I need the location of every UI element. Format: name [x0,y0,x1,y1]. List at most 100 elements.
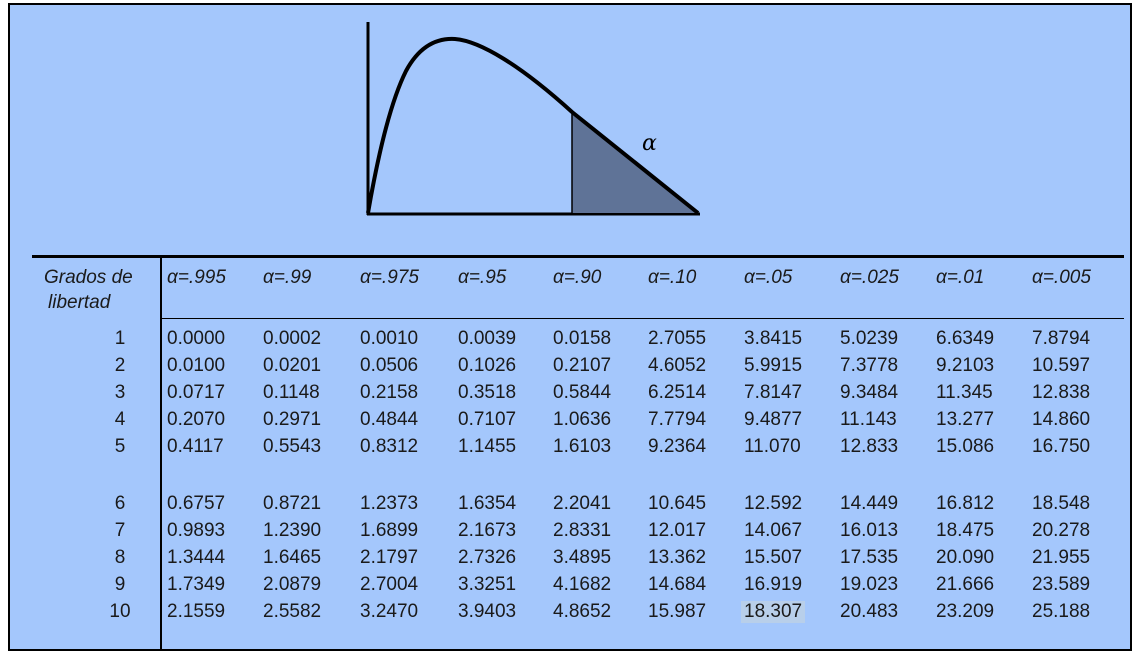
df-column-divider [160,258,162,651]
value-cell: 14.067 [744,520,803,541]
value-cell: 21.955 [1032,547,1091,568]
value-cell: 5.0239 [840,328,899,349]
value-cell: 0.9893 [167,520,226,541]
value-cell: 16.013 [840,520,899,541]
value-cell: 0.1148 [263,382,320,403]
row-header-line-2: libertad [48,292,111,313]
value-cell: 12.838 [1032,382,1091,403]
df-cell: 9 [114,574,126,595]
value-cell: 9.4877 [744,409,803,430]
column-header: α=.99 [263,267,312,288]
value-cell: 5.9915 [744,355,803,376]
value-cell: 11.143 [840,409,897,430]
value-cell: 4.6052 [648,355,707,376]
df-cell: 10 [109,601,131,622]
column-header: α=.995 [167,267,226,288]
alpha-label: α [642,131,657,156]
value-cell: 25.188 [1032,601,1091,622]
value-cell: 19.023 [840,574,899,595]
value-cell: 2.7326 [458,547,517,568]
value-cell: 4.1682 [553,574,612,595]
value-cell: 17.535 [840,547,899,568]
value-cell: 2.7004 [360,574,419,595]
row-header-line-1: Grados de [44,267,133,288]
value-cell: 0.0158 [553,328,612,349]
value-cell: 1.7349 [167,574,226,595]
value-cell: 1.6899 [360,520,419,541]
value-cell: 0.4117 [167,436,224,457]
value-cell: 2.8331 [553,520,612,541]
value-cell: 13.277 [936,409,995,430]
value-cell: 15.987 [648,601,707,622]
value-cell: 1.3444 [167,547,226,568]
column-header: α=.01 [936,267,985,288]
value-cell: 15.086 [936,436,995,457]
header-bottom-rule [160,318,1124,319]
value-cell: 9.2364 [648,436,707,457]
value-cell: 14.860 [1032,409,1091,430]
value-cell: 11.345 [936,382,993,403]
value-cell: 0.0506 [360,355,419,376]
value-cell: 20.278 [1032,520,1091,541]
column-header: α=.90 [553,267,602,288]
value-cell: 0.0010 [360,328,419,349]
column-header: α=.025 [840,267,899,288]
value-cell: 12.833 [840,436,899,457]
value-cell: 3.8415 [744,328,803,349]
value-cell: 3.9403 [458,601,517,622]
value-cell: 6.6349 [936,328,995,349]
value-cell: 16.750 [1032,436,1091,457]
value-cell: 1.0636 [553,409,612,430]
value-cell: 2.0879 [263,574,322,595]
value-cell: 2.7055 [648,328,707,349]
value-cell: 2.1797 [360,547,419,568]
value-cell: 0.0002 [263,328,322,349]
value-cell: 0.0100 [167,355,226,376]
value-cell: 23.209 [936,601,995,622]
value-cell: 0.2158 [360,382,419,403]
value-cell: 4.8652 [553,601,612,622]
value-cell: 0.0717 [167,382,226,403]
value-cell: 20.483 [840,601,899,622]
value-cell: 6.2514 [648,382,707,403]
value-cell: 0.1026 [458,355,517,376]
column-header: α=.95 [458,267,507,288]
value-cell: 3.4895 [553,547,612,568]
value-cell: 18.548 [1032,493,1091,514]
column-header: α=.975 [360,267,419,288]
value-cell: 0.0201 [263,355,322,376]
value-cell: 10.645 [648,493,707,514]
value-cell: 18.475 [936,520,995,541]
value-cell: 7.8794 [1032,328,1091,349]
value-cell: 16.812 [936,493,995,514]
value-cell: 14.684 [648,574,707,595]
value-cell: 14.449 [840,493,899,514]
value-cell: 3.2470 [360,601,419,622]
value-cell: 2.1673 [458,520,517,541]
value-cell: 1.2373 [360,493,419,514]
value-cell: 0.8312 [360,436,419,457]
value-cell: 0.8721 [263,493,322,514]
column-header: α=.10 [648,267,697,288]
value-cell: 15.507 [744,547,803,568]
value-cell: 0.0000 [167,328,226,349]
df-cell: 7 [114,520,126,541]
df-cell: 4 [114,409,126,430]
value-cell: 21.666 [936,574,995,595]
value-cell: 20.090 [936,547,995,568]
df-cell: 2 [114,355,126,376]
value-cell: 2.5582 [263,601,322,622]
value-cell: 7.7794 [648,409,707,430]
value-cell: 16.919 [744,574,803,595]
value-cell: 0.6757 [167,493,226,514]
value-cell: 7.3778 [840,355,899,376]
df-cell: 3 [114,382,126,403]
value-cell: 0.5543 [263,436,322,457]
df-cell: 1 [114,328,126,349]
value-cell: 1.1455 [458,436,517,457]
chi-square-table-panel: α Grados de libertad α=.995 α=.99 α=.975 α=.9… [8,3,1132,651]
value-cell: 11.070 [744,436,801,457]
value-cell: 12.017 [648,520,707,541]
value-cell: 23.589 [1032,574,1091,595]
density-curve [366,36,700,215]
